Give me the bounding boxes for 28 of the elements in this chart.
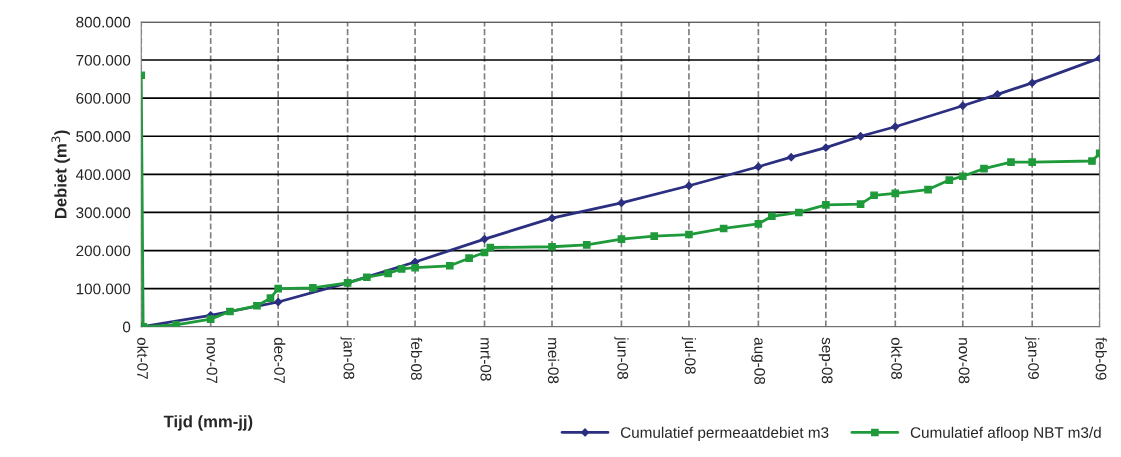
y-tick-label: 500.000 — [76, 131, 131, 142]
x-tick-label: mei-08 — [547, 338, 560, 384]
y-axis-title: Debiet (m$^{3}$) — [51, 130, 70, 219]
x-tick-label: okt-07 — [137, 337, 149, 379]
y-tick-label: 700.000 — [76, 54, 131, 66]
y-tick-label: 100.000 — [76, 283, 131, 295]
x-tick-label: aug-08 — [751, 337, 766, 385]
legend-label: Cumulatief permeaatdebiet m3 — [620, 426, 829, 441]
x-tick-label: nov-08 — [958, 338, 970, 384]
x-tick-label: okt-08 — [891, 337, 903, 379]
x-tick-label: mrt-08 — [480, 338, 492, 381]
x-tick-label: nov-07 — [206, 338, 218, 384]
x-tick-label: jan-08 — [340, 336, 355, 379]
legend-label: Cumulatief afloop NBT m3/d — [910, 426, 1101, 441]
y-tick-label: 200.000 — [76, 245, 131, 257]
y-tick-label: 400.000 — [75, 169, 131, 181]
y-tick-label: 0 — [122, 321, 131, 333]
x-tick-label: jul-08 — [681, 336, 697, 374]
x-axis-title: Tijd (mm-jj) — [163, 415, 253, 431]
x-tick-label: jan-09 — [1025, 336, 1040, 379]
y-tick-label: 800.000 — [76, 16, 131, 28]
x-tick-label: feb-08 — [410, 337, 423, 380]
x-tick-label: dec-07 — [274, 337, 286, 384]
y-tick-label: 300.000 — [76, 207, 131, 219]
x-tick-label: sep-08 — [818, 337, 833, 384]
x-tick-label: jun-08 — [614, 336, 629, 379]
x-tick-label: feb-09 — [1095, 337, 1107, 380]
y-tick-label: 600.000 — [76, 93, 131, 104]
